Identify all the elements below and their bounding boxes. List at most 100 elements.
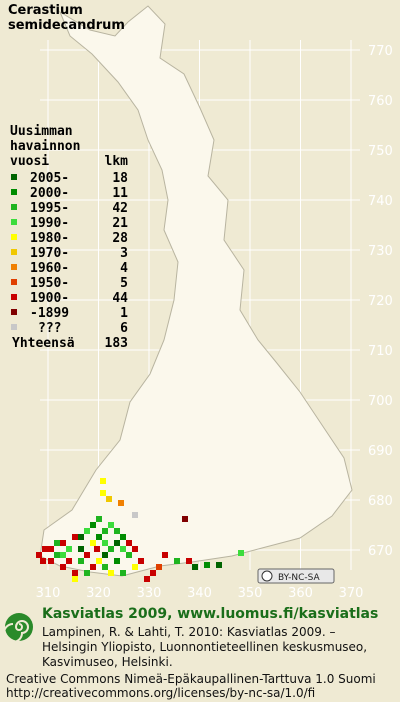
observation-cell xyxy=(42,546,48,552)
legend-count: 18 xyxy=(112,171,128,186)
observation-cell xyxy=(126,552,132,558)
legend-count: 28 xyxy=(112,231,128,246)
observation-cell xyxy=(120,534,126,540)
observation-cell xyxy=(90,522,96,528)
legend-period: 1960- xyxy=(30,261,69,276)
observation-cell xyxy=(174,558,180,564)
cc-badge: BY-NC-SA xyxy=(257,568,335,584)
cc-badge-text: BY-NC-SA xyxy=(278,573,321,583)
legend-count: 3 xyxy=(120,246,128,261)
observation-cells xyxy=(36,478,244,582)
legend-period: 1995- xyxy=(30,201,69,216)
legend-count: 42 xyxy=(112,201,128,216)
observation-cell xyxy=(120,546,126,552)
observation-cell xyxy=(238,550,244,556)
y-coordinate-label: 750 xyxy=(368,144,393,159)
observation-cell xyxy=(96,516,102,522)
legend-count: 1 xyxy=(120,306,128,321)
observation-cell xyxy=(114,558,120,564)
observation-cell xyxy=(162,552,168,558)
observation-cell xyxy=(78,546,84,552)
observation-cell xyxy=(108,522,114,528)
x-coordinate-label: 340 xyxy=(187,586,212,601)
legend-period: 1990- xyxy=(30,216,69,231)
legend-period: 1950- xyxy=(30,276,69,291)
y-coordinate-label: 690 xyxy=(368,444,393,459)
observation-cell xyxy=(102,552,108,558)
legend-period: 1900- xyxy=(30,291,69,306)
observation-cell xyxy=(66,546,72,552)
observation-cell xyxy=(132,564,138,570)
legend-total: 183 xyxy=(105,336,128,351)
observation-cell xyxy=(114,540,120,546)
legend-heading: havainnon xyxy=(10,139,80,154)
observation-cell xyxy=(72,570,78,576)
observation-cell xyxy=(48,546,54,552)
observation-cell xyxy=(120,570,126,576)
legend-swatch xyxy=(11,294,17,300)
y-coordinate-label: 730 xyxy=(368,244,393,259)
observation-cell xyxy=(132,512,138,518)
observation-cell xyxy=(40,558,46,564)
observation-cell xyxy=(84,528,90,534)
citation-line: Lampinen, R. & Lahti, T. 2010: Kasviatla… xyxy=(42,625,336,639)
legend-count: 4 xyxy=(120,261,128,276)
license-line: http://creativecommons.org/licenses/by-n… xyxy=(6,686,315,700)
observation-cell xyxy=(186,558,192,564)
observation-cell xyxy=(108,546,114,552)
legend-swatch xyxy=(11,279,17,285)
observation-cell xyxy=(108,570,114,576)
observation-cell xyxy=(60,540,66,546)
observation-cell xyxy=(100,478,106,484)
legend-count: 21 xyxy=(112,216,128,231)
footer-heading: Kasviatlas 2009, www.luomus.fi/kasviatla… xyxy=(42,606,378,622)
legend-period: 2000- xyxy=(30,186,69,201)
finland-outline xyxy=(39,5,353,577)
legend-count: 44 xyxy=(112,291,128,306)
observation-cell xyxy=(90,540,96,546)
observation-cell xyxy=(72,534,78,540)
observation-cell xyxy=(150,570,156,576)
y-coordinate-label: 770 xyxy=(368,44,393,59)
legend-period: 2005- xyxy=(30,171,69,186)
observation-cell xyxy=(132,546,138,552)
observation-cell xyxy=(138,558,144,564)
legend-swatch xyxy=(11,204,17,210)
legend-period: -1899 xyxy=(30,306,69,321)
observation-cell xyxy=(54,552,60,558)
species-name: Cerastium xyxy=(8,3,83,18)
legend-count: 5 xyxy=(120,276,128,291)
observation-cell xyxy=(192,564,198,570)
legend-swatch xyxy=(11,264,17,270)
legend-count: 11 xyxy=(112,186,128,201)
observation-cell xyxy=(90,564,96,570)
y-coordinate-label: 740 xyxy=(368,194,393,209)
x-coordinate-label: 310 xyxy=(36,586,61,601)
legend-swatch xyxy=(11,249,17,255)
observation-cell xyxy=(78,534,84,540)
legend-total-label: Yhteensä xyxy=(12,336,75,351)
observation-cell xyxy=(144,576,150,582)
observation-cell xyxy=(216,562,222,568)
legend-swatch xyxy=(11,189,17,195)
legend-swatch xyxy=(11,234,17,240)
legend-period: 1980- xyxy=(30,231,69,246)
legend-count: 6 xyxy=(120,321,128,336)
y-coordinate-label: 670 xyxy=(368,544,393,559)
x-coordinate-label: 370 xyxy=(339,586,364,601)
observation-cell xyxy=(96,534,102,540)
observation-cell xyxy=(78,558,84,564)
x-coordinate-label: 360 xyxy=(288,586,313,601)
observation-cell xyxy=(204,562,210,568)
y-coordinate-label: 680 xyxy=(368,494,393,509)
citation-line: Helsingin Yliopisto, Luonnontieteellinen… xyxy=(42,640,367,654)
observation-cell xyxy=(106,496,112,502)
observation-cell xyxy=(102,564,108,570)
y-coordinate-label: 710 xyxy=(368,344,393,359)
legend-swatch xyxy=(11,219,17,225)
logo xyxy=(3,613,33,643)
legend-period-header: vuosi xyxy=(10,154,49,169)
observation-cell xyxy=(126,540,132,546)
y-coordinate-label: 720 xyxy=(368,294,393,309)
